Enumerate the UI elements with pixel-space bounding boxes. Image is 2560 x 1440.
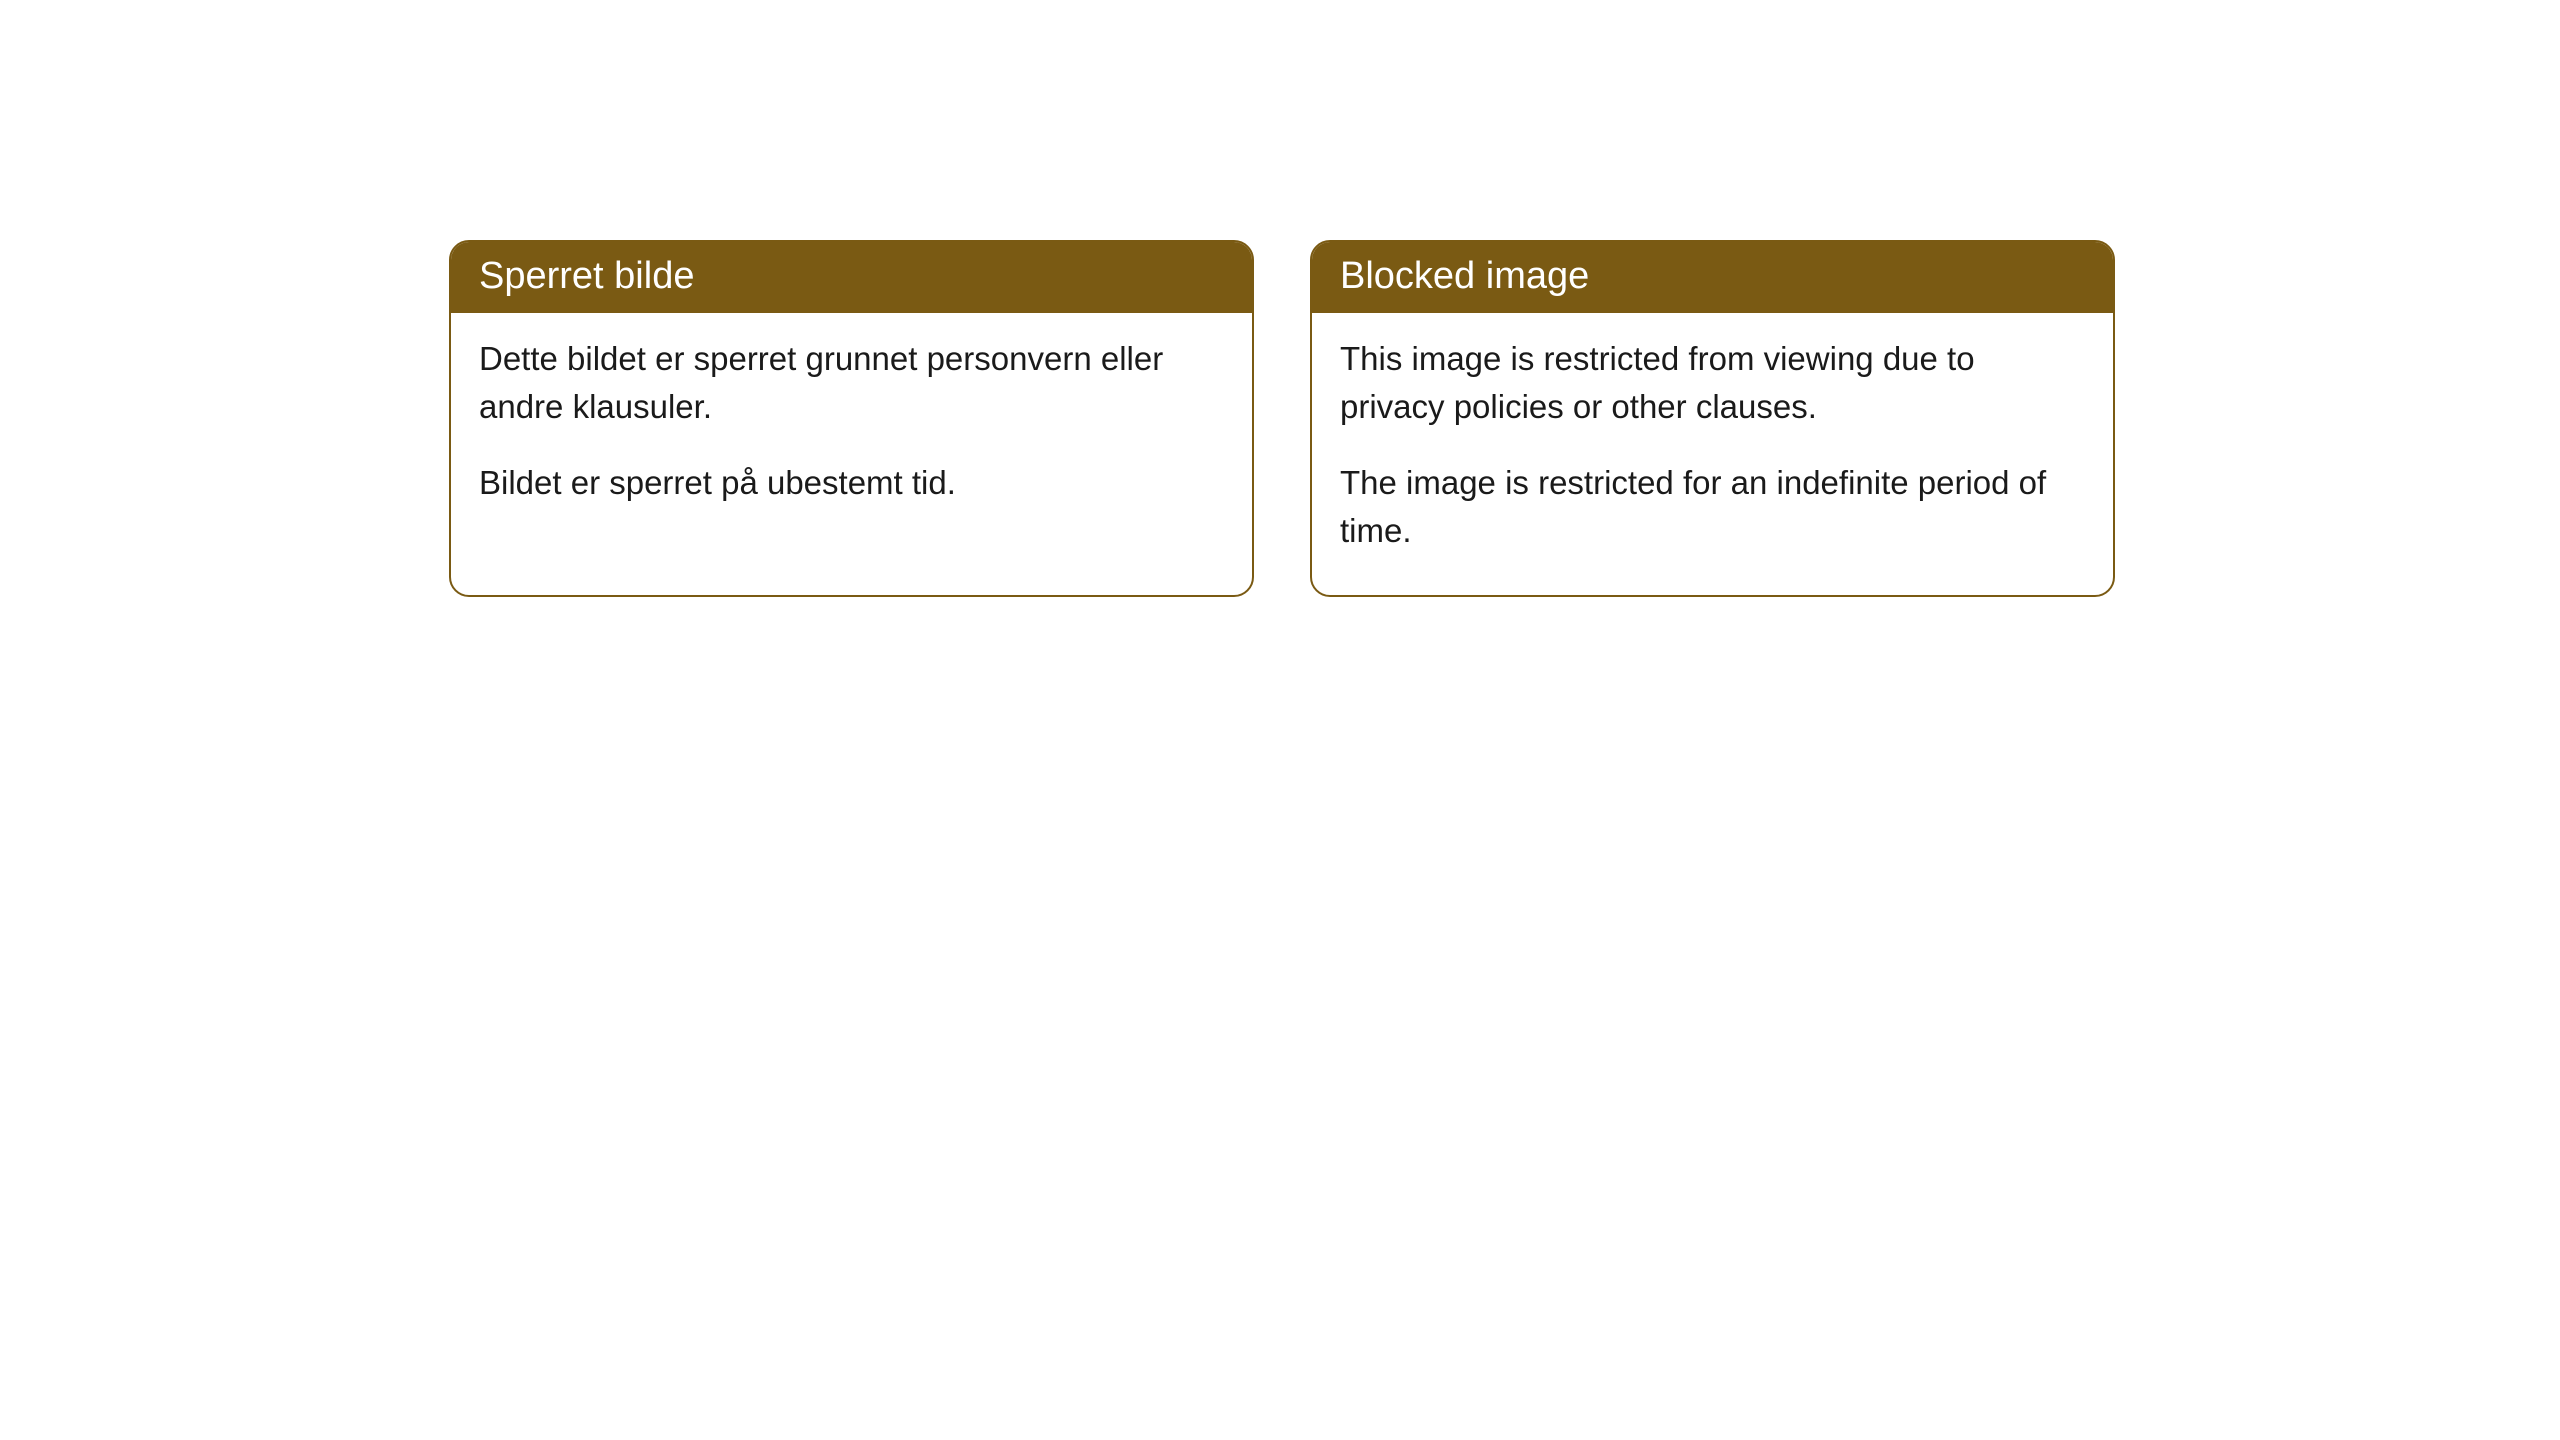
card-paragraph-1-english: This image is restricted from viewing du… [1340, 335, 2085, 431]
card-paragraph-2-norwegian: Bildet er sperret på ubestemt tid. [479, 459, 1224, 507]
notice-cards-container: Sperret bilde Dette bildet er sperret gr… [449, 240, 2115, 597]
card-header-english: Blocked image [1312, 242, 2113, 313]
card-header-norwegian: Sperret bilde [451, 242, 1252, 313]
blocked-image-card-norwegian: Sperret bilde Dette bildet er sperret gr… [449, 240, 1254, 597]
card-body-english: This image is restricted from viewing du… [1312, 313, 2113, 594]
card-paragraph-2-english: The image is restricted for an indefinit… [1340, 459, 2085, 555]
card-body-norwegian: Dette bildet er sperret grunnet personve… [451, 313, 1252, 547]
card-paragraph-1-norwegian: Dette bildet er sperret grunnet personve… [479, 335, 1224, 431]
blocked-image-card-english: Blocked image This image is restricted f… [1310, 240, 2115, 597]
